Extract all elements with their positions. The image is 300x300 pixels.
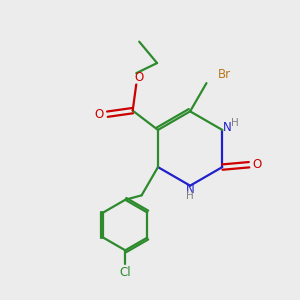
Text: Br: Br xyxy=(218,68,232,81)
Text: N: N xyxy=(222,121,231,134)
Text: O: O xyxy=(94,108,104,121)
Text: O: O xyxy=(134,71,144,84)
Text: H: H xyxy=(231,118,239,128)
Text: H: H xyxy=(186,191,194,201)
Text: Cl: Cl xyxy=(119,266,131,279)
Text: O: O xyxy=(253,158,262,171)
Text: N: N xyxy=(186,183,194,196)
